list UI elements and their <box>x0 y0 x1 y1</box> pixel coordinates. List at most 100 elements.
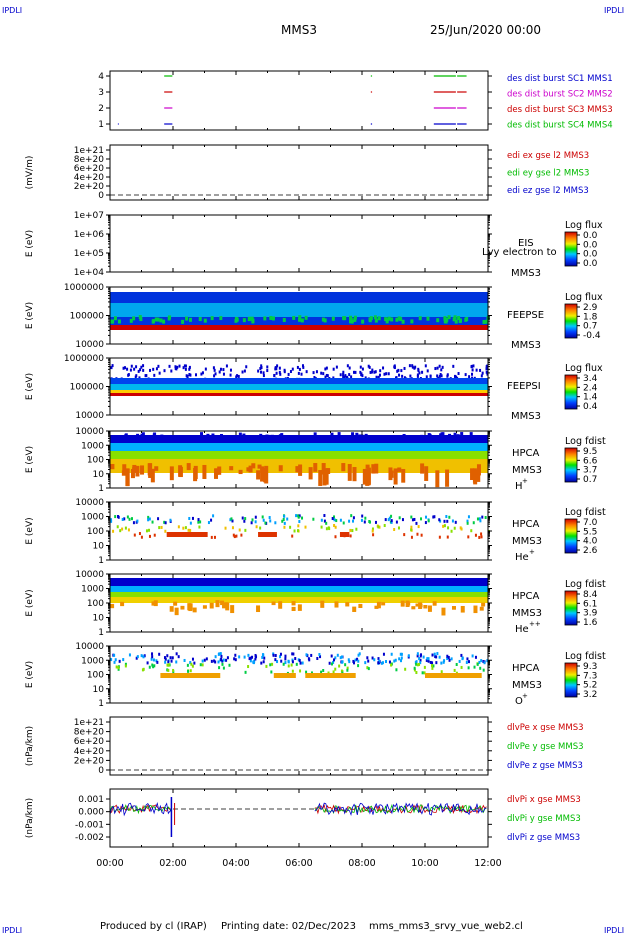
heatmap-dot <box>124 664 127 668</box>
heatmap-dot <box>344 663 347 667</box>
heatmap-dot <box>341 655 344 659</box>
heatmap-dot <box>153 533 156 537</box>
heatmap-dot <box>291 652 294 656</box>
heatmap-dot <box>410 515 413 519</box>
heatmap-dot <box>197 518 200 522</box>
heatmap-dot <box>429 660 432 664</box>
heatmap-cell <box>291 601 296 606</box>
heatmap-dot <box>417 369 420 373</box>
heatmap-dot <box>222 368 225 372</box>
heatmap-dot <box>147 515 150 519</box>
heatmap-cell <box>411 606 416 610</box>
heatmap-dot <box>113 653 116 657</box>
heatmap-dot <box>393 659 396 663</box>
y-tick-label: 10000 <box>75 427 104 437</box>
heatmap-dot <box>333 515 336 519</box>
species-label: He <box>515 624 529 635</box>
species-charge-label: + <box>522 477 528 485</box>
heatmap-cell <box>349 319 353 324</box>
heatmap-dot <box>330 662 333 666</box>
heatmap-band-high <box>160 673 221 678</box>
heatmap-dot <box>471 368 474 372</box>
heatmap-dot <box>371 370 374 374</box>
heatmap-dot <box>163 369 166 373</box>
heatmap-cell <box>220 600 225 606</box>
heatmap-dot <box>143 654 146 658</box>
heatmap-dot <box>367 667 370 671</box>
heatmap-cell <box>152 433 156 437</box>
heatmap-dot <box>411 518 414 522</box>
heatmap-dot <box>440 374 443 378</box>
heatmap-dot <box>325 373 328 377</box>
heatmap-cell <box>234 316 238 321</box>
heatmap-dot <box>139 368 142 372</box>
heatmap-dot <box>413 366 416 370</box>
heatmap-cell <box>485 319 489 324</box>
heatmap-dot <box>419 654 422 658</box>
colorbar-tick-label: 9.3 <box>583 662 597 672</box>
footer-producer: Produced by cl (IRAP) <box>100 921 207 932</box>
heatmap-dot <box>464 373 467 377</box>
heatmap-dot <box>418 657 421 661</box>
heatmap-dot <box>219 367 222 371</box>
heatmap-cell <box>447 315 451 320</box>
time-tick-label: 12:00 <box>474 858 501 869</box>
heatmap-dot <box>427 659 430 663</box>
heatmap-dot <box>415 662 418 666</box>
heatmap-dot <box>442 524 445 528</box>
heatmap-dot <box>478 535 481 539</box>
heatmap-dot <box>238 655 241 659</box>
heatmap-dot <box>443 519 446 523</box>
heatmap-dot <box>247 653 250 657</box>
heatmap-dot <box>110 518 113 522</box>
heatmap-dot <box>171 656 174 660</box>
heatmap-dot <box>230 517 233 521</box>
heatmap-cell <box>123 434 127 438</box>
corner-label-tl: IPDLI <box>2 6 22 15</box>
heatmap-dot <box>479 519 482 523</box>
heatmap-dot <box>186 663 189 667</box>
heatmap-dot <box>473 665 476 669</box>
heatmap-dot <box>144 374 147 378</box>
heatmap-cell <box>473 605 478 614</box>
heatmap-dot <box>411 364 414 368</box>
heatmap-dot <box>390 514 393 518</box>
heatmap-dot <box>245 365 248 369</box>
heatmap-dot <box>243 519 246 523</box>
heatmap-dot <box>262 371 265 375</box>
heatmap-dot <box>350 375 353 379</box>
heatmap-dot <box>152 658 155 662</box>
heatmap-cell <box>238 432 242 436</box>
heatmap-dot <box>229 518 232 522</box>
colorbar-title: Log flux <box>565 363 603 374</box>
heatmap-dot <box>182 366 185 370</box>
heatmap-dot <box>233 657 236 661</box>
heatmap-dot <box>191 516 194 520</box>
heatmap-dot <box>214 372 217 376</box>
heatmap-dot <box>385 372 388 376</box>
heatmap-dot <box>434 367 437 371</box>
heatmap-dot <box>275 371 278 375</box>
heatmap-dot <box>283 514 286 518</box>
heatmap-cell <box>451 606 456 610</box>
y-tick-label: 1 <box>98 556 104 566</box>
colorbar-tick-label: 3.7 <box>583 466 597 476</box>
heatmap-dot <box>132 521 135 525</box>
heatmap-dot <box>348 366 351 370</box>
heatmap-dot <box>145 529 148 533</box>
heatmap-dot <box>266 365 269 369</box>
heatmap-cell <box>150 468 155 483</box>
heatmap-dot <box>305 370 308 374</box>
heatmap-dot <box>325 521 328 525</box>
heatmap-dot <box>419 658 422 662</box>
time-tick-label: 02:00 <box>159 858 186 869</box>
heatmap-dot <box>301 516 304 520</box>
heatmap-dot <box>465 660 468 664</box>
heatmap-dot <box>346 666 349 670</box>
y-tick-label: 10000 <box>75 340 104 350</box>
heatmap-dot <box>149 368 152 372</box>
heatmap-dot <box>265 664 268 668</box>
heatmap-dot <box>235 534 238 538</box>
heatmap-cell <box>140 465 145 475</box>
heatmap-dot <box>153 664 156 668</box>
